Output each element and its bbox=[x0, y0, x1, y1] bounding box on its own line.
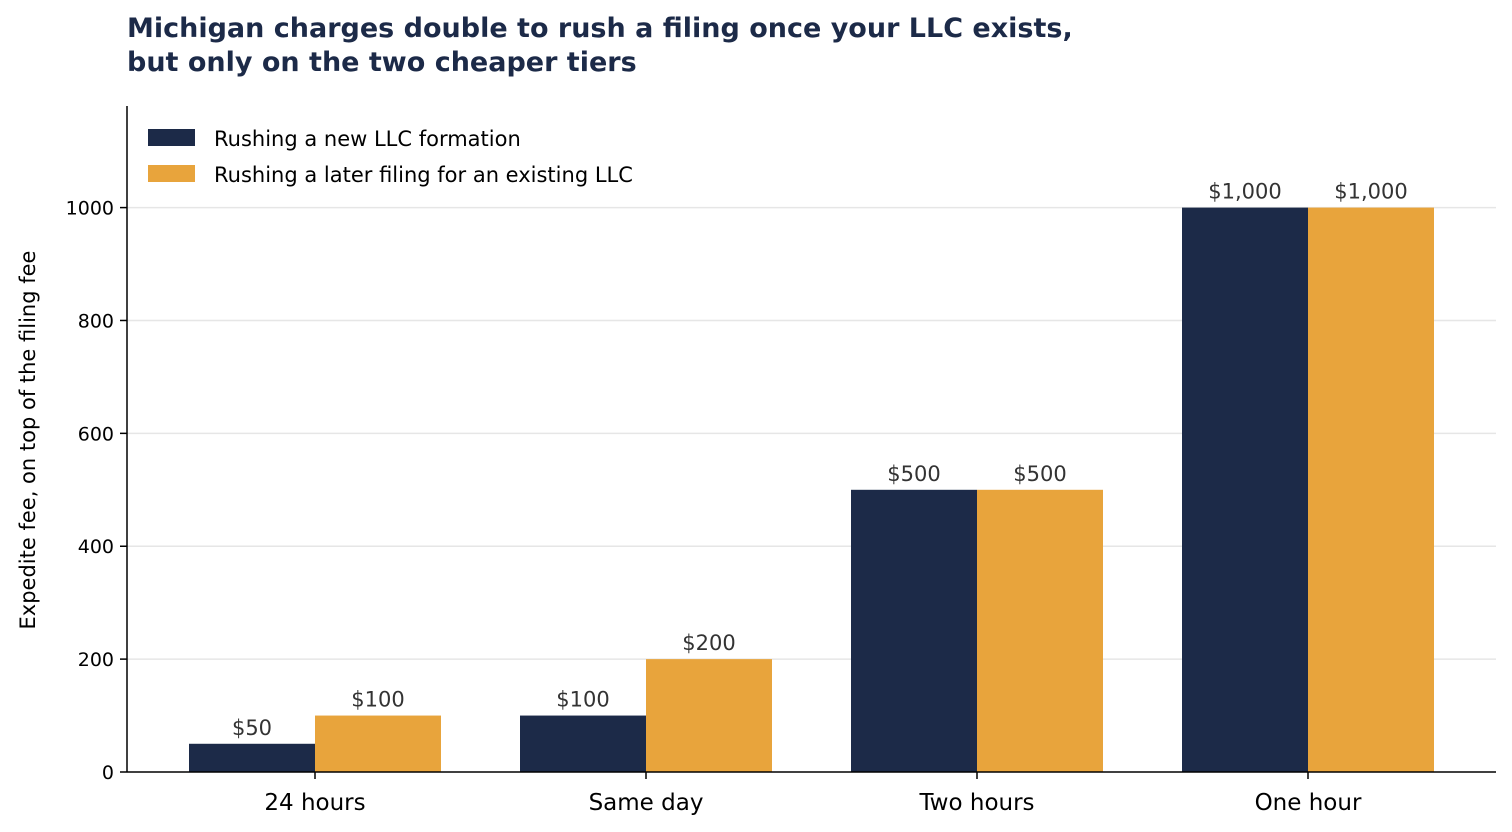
y-tick-label: 0 bbox=[102, 762, 114, 784]
bar-existing-llc-3 bbox=[1308, 207, 1434, 773]
y-tick-label: 1000 bbox=[66, 198, 114, 220]
data-label: $50 bbox=[232, 716, 272, 740]
legend-swatch bbox=[148, 129, 195, 146]
y-tick-label: 600 bbox=[78, 423, 114, 445]
y-tick-label: 200 bbox=[78, 649, 114, 671]
bar-new-llc-1 bbox=[520, 715, 646, 772]
x-tick-label: One hour bbox=[1255, 790, 1362, 816]
x-tick-label: Same day bbox=[589, 790, 704, 816]
bar-existing-llc-0 bbox=[315, 715, 441, 772]
data-labels: $50 $100 $100 $200 $500 $500 $1,000 $1,000 bbox=[232, 180, 1408, 740]
legend-label: Rushing a new LLC formation bbox=[214, 127, 521, 151]
bar-new-llc-3 bbox=[1182, 207, 1308, 773]
bar-new-llc-2 bbox=[851, 489, 977, 772]
data-label: $1,000 bbox=[1334, 180, 1407, 204]
data-label: $500 bbox=[1013, 462, 1066, 486]
data-label: $200 bbox=[682, 631, 735, 655]
y-tick-label: 400 bbox=[78, 536, 114, 558]
x-tick-label: Two hours bbox=[918, 790, 1034, 816]
chart-title-line-2: but only on the two cheaper tiers bbox=[127, 47, 637, 78]
bar-new-llc-0 bbox=[189, 743, 315, 772]
axes: 0 200 400 600 800 1000 24 hours Same day Two hou… bbox=[66, 106, 1496, 816]
bars bbox=[189, 207, 1434, 773]
data-label: $1,000 bbox=[1208, 180, 1281, 204]
legend-label: Rushing a later filing for an existing L… bbox=[214, 163, 633, 187]
legend: Rushing a new LLC formation Rushing a lat… bbox=[148, 127, 633, 187]
legend-swatch bbox=[148, 165, 195, 182]
bar-existing-llc-1 bbox=[646, 659, 772, 772]
data-label: $100 bbox=[556, 688, 609, 712]
chart-title-line-1: Michigan charges double to rush a filing… bbox=[127, 13, 1073, 44]
bar-existing-llc-2 bbox=[977, 489, 1103, 772]
x-tick-label: 24 hours bbox=[264, 790, 365, 816]
y-axis-label: Expedite fee, on top of the filing fee bbox=[16, 251, 40, 630]
data-label: $100 bbox=[351, 688, 404, 712]
data-label: $500 bbox=[887, 462, 940, 486]
chart-title: Michigan charges double to rush a filing… bbox=[127, 12, 1073, 80]
y-tick-label: 800 bbox=[78, 310, 114, 332]
